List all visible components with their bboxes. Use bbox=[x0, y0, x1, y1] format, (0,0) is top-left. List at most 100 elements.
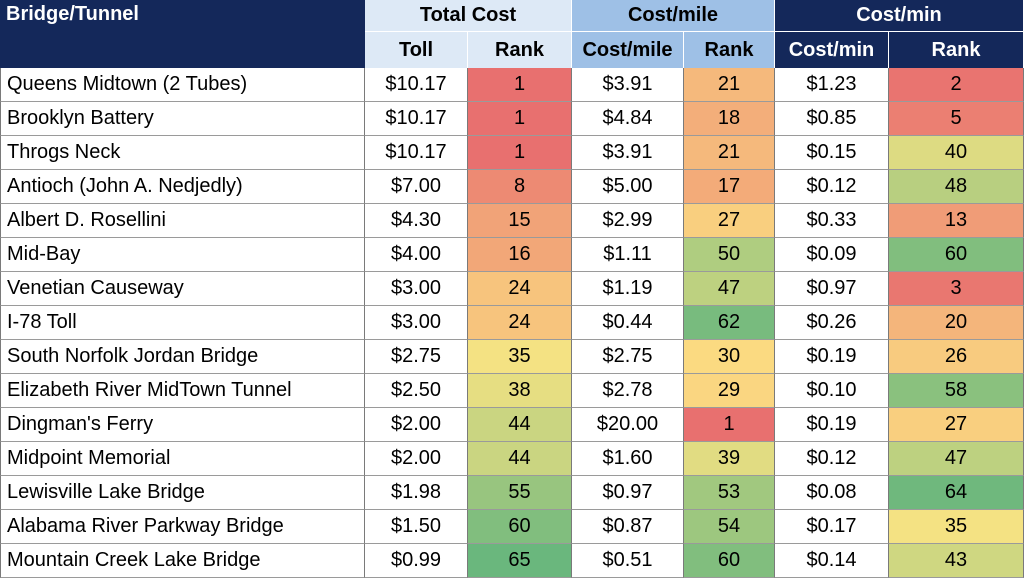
cost-min-cell: $0.19 bbox=[775, 340, 889, 374]
cost-mile-cell: $1.11 bbox=[572, 238, 684, 272]
bridge-name-cell: Lewisville Lake Bridge bbox=[0, 476, 365, 510]
subheader-min-rank: Rank bbox=[889, 31, 1024, 68]
cost-mile-cell: $1.60 bbox=[572, 442, 684, 476]
cost-min-cell: $0.14 bbox=[775, 544, 889, 578]
header-bridge-tunnel: Bridge/Tunnel bbox=[0, 0, 365, 68]
toll-rank-cell: 16 bbox=[468, 238, 572, 272]
bridge-name-cell: Mid-Bay bbox=[0, 238, 365, 272]
subheader-mile-rank: Rank bbox=[684, 31, 775, 68]
toll-cell: $4.00 bbox=[365, 238, 468, 272]
subheader-toll: Toll bbox=[365, 31, 468, 68]
min-rank-cell: 47 bbox=[889, 442, 1024, 476]
cost-mile-cell: $0.51 bbox=[572, 544, 684, 578]
cost-mile-cell: $5.00 bbox=[572, 170, 684, 204]
mile-rank-cell: 18 bbox=[684, 102, 775, 136]
mile-rank-cell: 50 bbox=[684, 238, 775, 272]
header-cost-per-mile: Cost/mile bbox=[572, 0, 775, 31]
toll-cell: $0.99 bbox=[365, 544, 468, 578]
bridge-name-cell: Elizabeth River MidTown Tunnel bbox=[0, 374, 365, 408]
bridge-name-cell: Albert D. Rosellini bbox=[0, 204, 365, 238]
cost-min-cell: $0.10 bbox=[775, 374, 889, 408]
min-rank-cell: 43 bbox=[889, 544, 1024, 578]
bridge-name-cell: Throgs Neck bbox=[0, 136, 365, 170]
toll-cell: $2.00 bbox=[365, 408, 468, 442]
toll-cell: $3.00 bbox=[365, 306, 468, 340]
cost-mile-cell: $2.99 bbox=[572, 204, 684, 238]
cost-min-cell: $0.12 bbox=[775, 170, 889, 204]
mile-rank-cell: 21 bbox=[684, 136, 775, 170]
cost-min-cell: $0.17 bbox=[775, 510, 889, 544]
toll-cell: $2.00 bbox=[365, 442, 468, 476]
toll-rank-cell: 60 bbox=[468, 510, 572, 544]
mile-rank-cell: 60 bbox=[684, 544, 775, 578]
cost-min-cell: $0.12 bbox=[775, 442, 889, 476]
cost-min-cell: $0.26 bbox=[775, 306, 889, 340]
toll-rank-cell: 1 bbox=[468, 102, 572, 136]
mile-rank-cell: 29 bbox=[684, 374, 775, 408]
bridge-name-cell: Antioch (John A. Nedjedly) bbox=[0, 170, 365, 204]
min-rank-cell: 58 bbox=[889, 374, 1024, 408]
header-cost-per-min: Cost/min bbox=[775, 0, 1024, 31]
mile-rank-cell: 39 bbox=[684, 442, 775, 476]
toll-cell: $10.17 bbox=[365, 102, 468, 136]
toll-rank-cell: 44 bbox=[468, 442, 572, 476]
min-rank-cell: 40 bbox=[889, 136, 1024, 170]
toll-cell: $7.00 bbox=[365, 170, 468, 204]
min-rank-cell: 13 bbox=[889, 204, 1024, 238]
toll-cell: $10.17 bbox=[365, 136, 468, 170]
mile-rank-cell: 30 bbox=[684, 340, 775, 374]
toll-rank-cell: 35 bbox=[468, 340, 572, 374]
cost-min-cell: $0.08 bbox=[775, 476, 889, 510]
cost-mile-cell: $0.87 bbox=[572, 510, 684, 544]
min-rank-cell: 35 bbox=[889, 510, 1024, 544]
min-rank-cell: 3 bbox=[889, 272, 1024, 306]
cost-mile-cell: $0.97 bbox=[572, 476, 684, 510]
cost-min-cell: $0.19 bbox=[775, 408, 889, 442]
min-rank-cell: 27 bbox=[889, 408, 1024, 442]
toll-rank-cell: 24 bbox=[468, 272, 572, 306]
toll-cell: $2.75 bbox=[365, 340, 468, 374]
mile-rank-cell: 47 bbox=[684, 272, 775, 306]
min-rank-cell: 26 bbox=[889, 340, 1024, 374]
toll-cell: $1.50 bbox=[365, 510, 468, 544]
cost-mile-cell: $2.78 bbox=[572, 374, 684, 408]
min-rank-cell: 60 bbox=[889, 238, 1024, 272]
mile-rank-cell: 53 bbox=[684, 476, 775, 510]
toll-rank-cell: 24 bbox=[468, 306, 572, 340]
bridge-name-cell: Alabama River Parkway Bridge bbox=[0, 510, 365, 544]
cost-mile-cell: $4.84 bbox=[572, 102, 684, 136]
toll-rank-cell: 38 bbox=[468, 374, 572, 408]
bridge-name-cell: South Norfolk Jordan Bridge bbox=[0, 340, 365, 374]
cost-mile-cell: $20.00 bbox=[572, 408, 684, 442]
bridge-name-cell: Queens Midtown (2 Tubes) bbox=[0, 68, 365, 102]
bridge-name-cell: Midpoint Memorial bbox=[0, 442, 365, 476]
min-rank-cell: 2 bbox=[889, 68, 1024, 102]
mile-rank-cell: 62 bbox=[684, 306, 775, 340]
cost-min-cell: $0.85 bbox=[775, 102, 889, 136]
cost-mile-cell: $0.44 bbox=[572, 306, 684, 340]
toll-cell: $1.98 bbox=[365, 476, 468, 510]
subheader-cost-min: Cost/min bbox=[775, 31, 889, 68]
mile-rank-cell: 17 bbox=[684, 170, 775, 204]
toll-rank-cell: 8 bbox=[468, 170, 572, 204]
mile-rank-cell: 1 bbox=[684, 408, 775, 442]
mile-rank-cell: 27 bbox=[684, 204, 775, 238]
bridge-name-cell: I-78 Toll bbox=[0, 306, 365, 340]
bridge-name-cell: Mountain Creek Lake Bridge bbox=[0, 544, 365, 578]
min-rank-cell: 64 bbox=[889, 476, 1024, 510]
toll-cell: $10.17 bbox=[365, 68, 468, 102]
subheader-toll-rank: Rank bbox=[468, 31, 572, 68]
toll-rank-cell: 1 bbox=[468, 136, 572, 170]
toll-rank-cell: 44 bbox=[468, 408, 572, 442]
toll-cell: $2.50 bbox=[365, 374, 468, 408]
toll-cell: $3.00 bbox=[365, 272, 468, 306]
bridge-name-cell: Brooklyn Battery bbox=[0, 102, 365, 136]
toll-rank-cell: 65 bbox=[468, 544, 572, 578]
mile-rank-cell: 21 bbox=[684, 68, 775, 102]
toll-cell: $4.30 bbox=[365, 204, 468, 238]
cost-mile-cell: $2.75 bbox=[572, 340, 684, 374]
min-rank-cell: 5 bbox=[889, 102, 1024, 136]
toll-rank-cell: 55 bbox=[468, 476, 572, 510]
toll-rank-cell: 15 bbox=[468, 204, 572, 238]
